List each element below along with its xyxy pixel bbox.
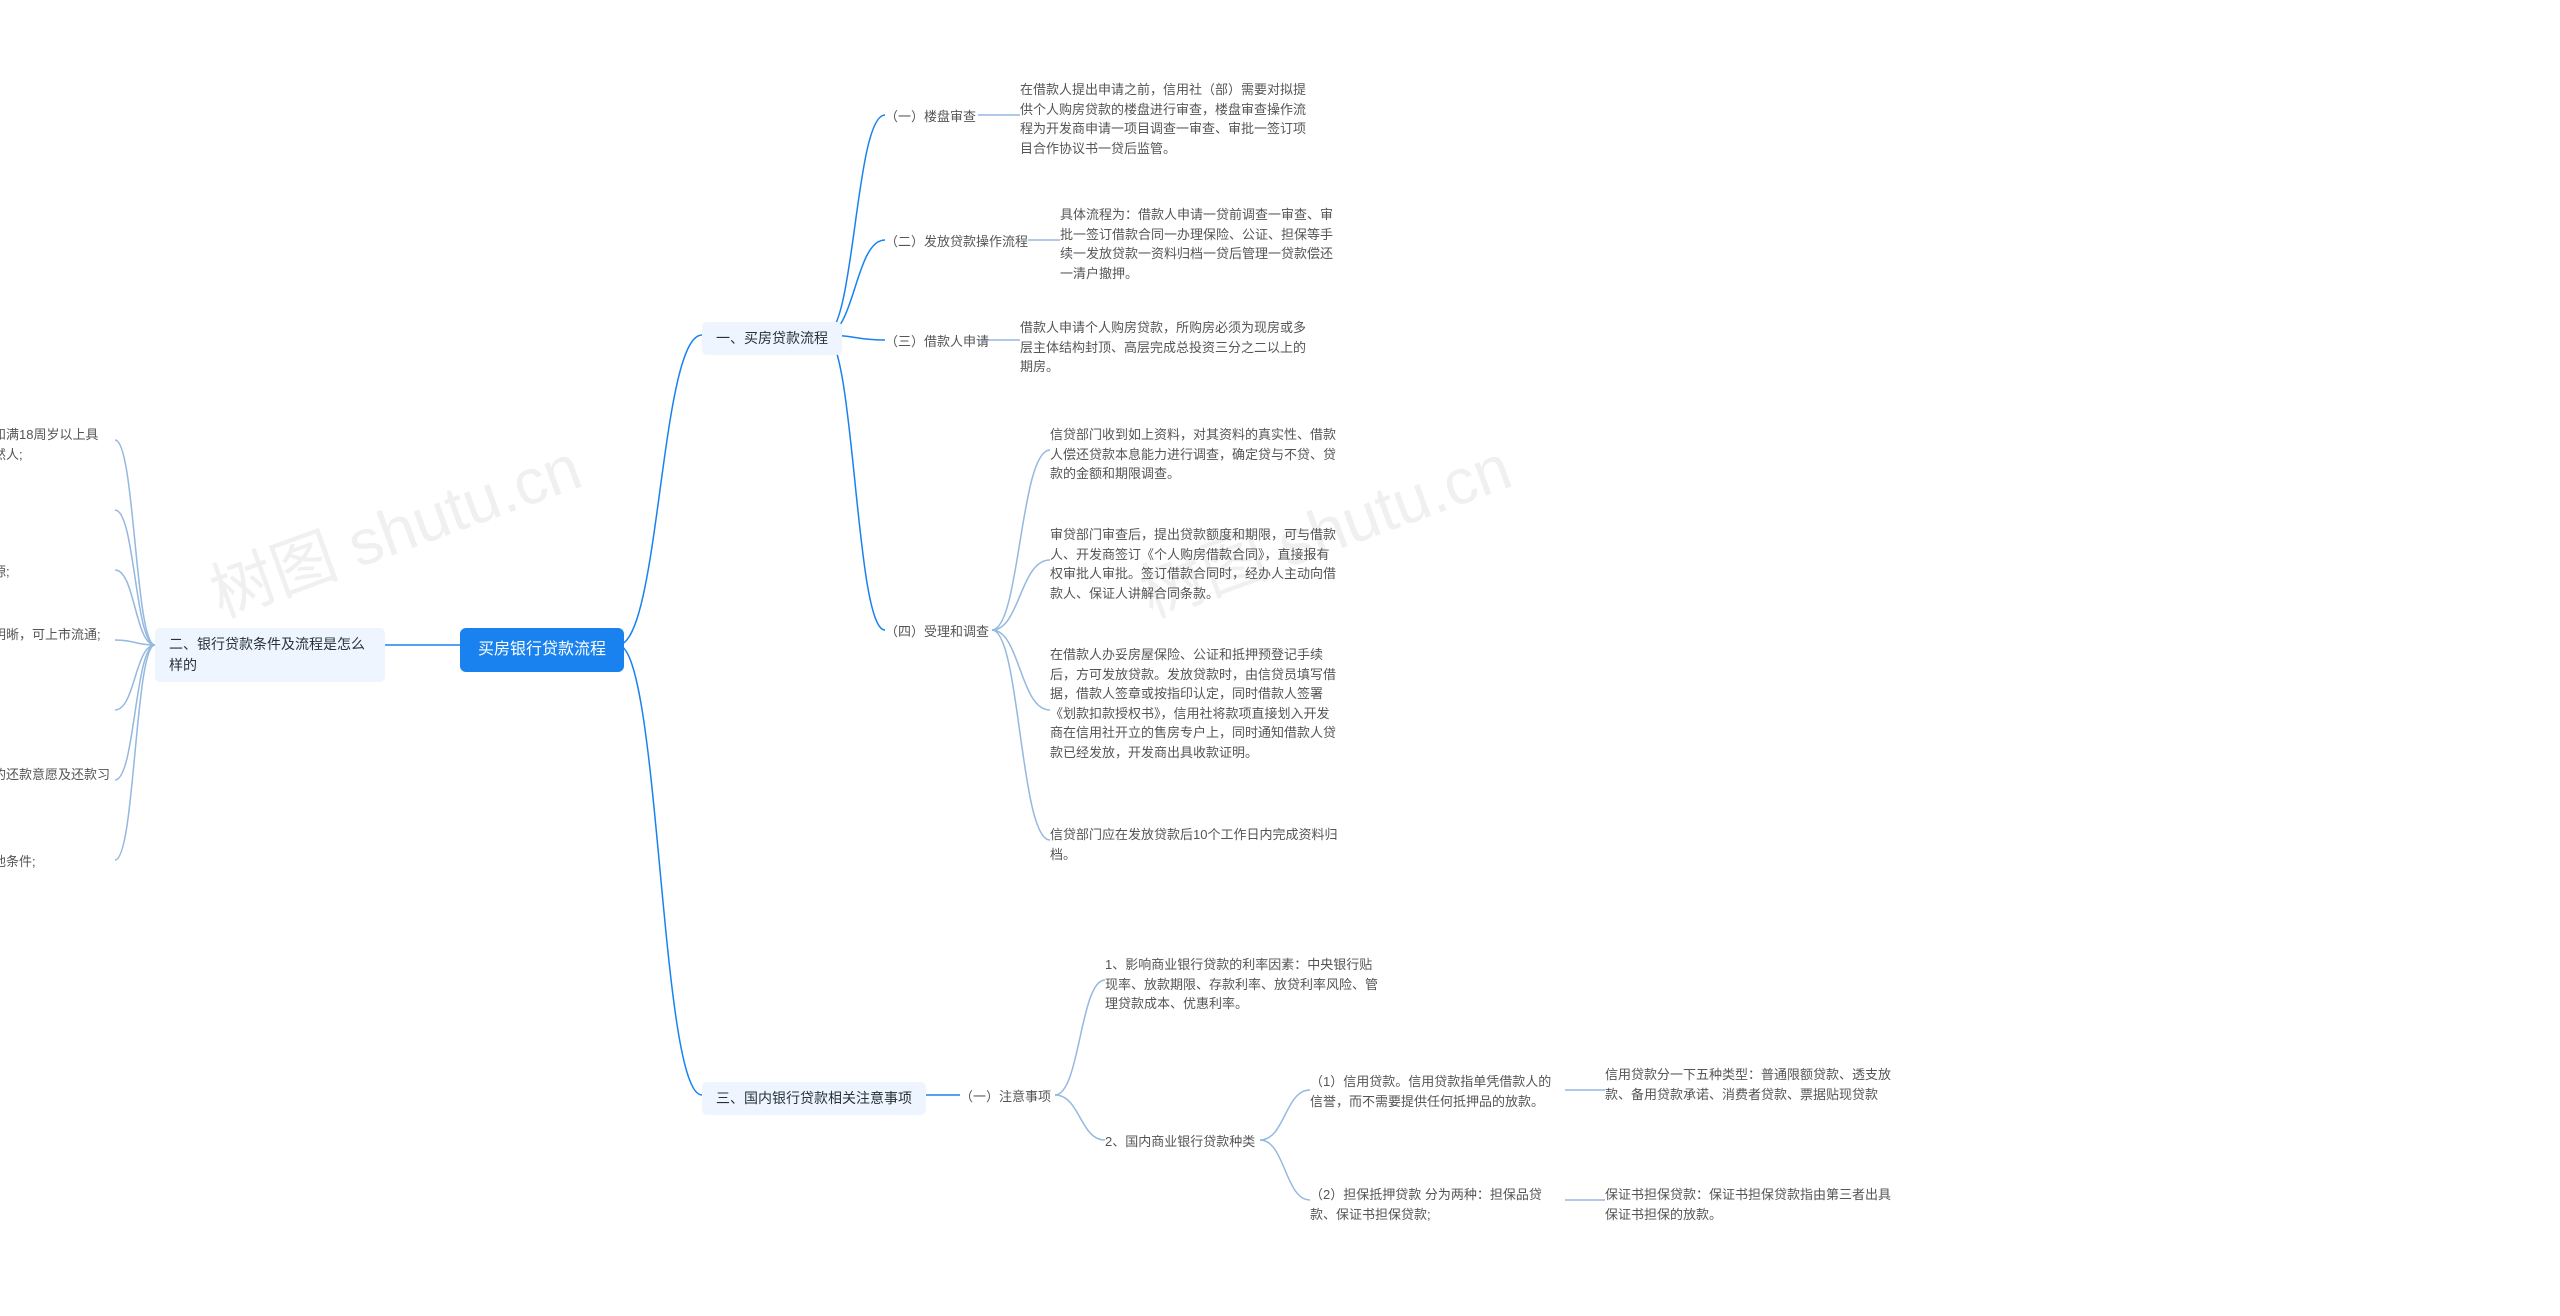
- branch2-c2: 持有有效的身份证明文件;: [0, 502, 110, 522]
- branch2-c4: 抵押房产有房产证，产权明晰，可上市流通;: [0, 625, 110, 645]
- branch2-c1: 具有中华人民共和国国籍和满18周岁以上具有完全民事行为能力的自然人;: [0, 425, 110, 464]
- watermark: 树图 shutu.cn: [196, 416, 592, 635]
- branch2-c7: 银行或贷款公司规定的其他条件;: [0, 852, 110, 872]
- branch3-p2-label[interactable]: 2、国内商业银行贷款种类: [1105, 1132, 1255, 1152]
- branch2-c5: 无不良信用记录;: [0, 702, 110, 722]
- branch1-i3-label[interactable]: （三）借款人申请: [885, 332, 989, 352]
- branch3-title[interactable]: 三、国内银行贷款相关注意事项: [702, 1082, 926, 1115]
- branch1-i4-t3: 在借款人办妥房屋保险、公证和抵押预登记手续后，方可发放贷款。发放贷款时，由信贷员…: [1050, 645, 1340, 762]
- branch1-i4-label[interactable]: （四）受理和调查: [885, 622, 989, 642]
- branch1-i1-text: 在借款人提出申请之前，信用社（部）需要对拟提供个人购房贷款的楼盘进行审查，楼盘审…: [1020, 80, 1310, 158]
- branch1-title[interactable]: 一、买房贷款流程: [702, 322, 842, 355]
- branch1-i3-text: 借款人申请个人购房贷款，所购房必须为现房或多层主体结构封顶、高层完成总投资三分之…: [1020, 318, 1310, 377]
- branch2-c3: 具有稳定、合法的收入来源;: [0, 562, 110, 582]
- branch3-p2b-text: 保证书担保贷款：保证书担保贷款指由第三者出具保证书担保的放款。: [1605, 1185, 1895, 1224]
- center-node[interactable]: 买房银行贷款流程: [460, 628, 624, 672]
- branch3-p1: 1、影响商业银行贷款的利率因素：中央银行贴现率、放款期限、存款利率、放贷利率风险…: [1105, 955, 1385, 1014]
- branch2-c6: 借款申请人及配偶有良好的还款意愿及还款习惯;: [0, 765, 110, 804]
- branch1-i4-t2: 审贷部门审查后，提出贷款额度和期限，可与借款人、开发商签订《个人购房借款合同》，…: [1050, 525, 1340, 603]
- branch2-title[interactable]: 二、银行贷款条件及流程是怎么样的: [155, 628, 385, 682]
- branch1-i2-label[interactable]: （二）发放贷款操作流程: [885, 232, 1028, 252]
- branch1-i4-t1: 信贷部门收到如上资料，对其资料的真实性、借款人偿还贷款本息能力进行调查，确定贷与…: [1050, 425, 1340, 484]
- branch1-i1-label[interactable]: （一）楼盘审查: [885, 107, 976, 127]
- branch1-i4-t4: 信贷部门应在发放贷款后10个工作日内完成资料归档。: [1050, 825, 1340, 864]
- branch1-i2-text: 具体流程为：借款人申请一贷前调查一审查、审批一签订借款合同一办理保险、公证、担保…: [1060, 205, 1340, 283]
- branch3-p2b-label: （2）担保抵押贷款 分为两种：担保品贷款、保证书担保贷款;: [1310, 1185, 1560, 1224]
- branch3-p2a-label: （1）信用贷款。信用贷款指单凭借款人的信誉，而不需要提供任何抵押品的放款。: [1310, 1072, 1560, 1111]
- branch3-s1-label[interactable]: （一）注意事项: [960, 1087, 1051, 1107]
- branch3-p2a-text: 信用贷款分一下五种类型：普通限额贷款、透支放款、备用贷款承诺、消费者贷款、票据贴…: [1605, 1065, 1895, 1104]
